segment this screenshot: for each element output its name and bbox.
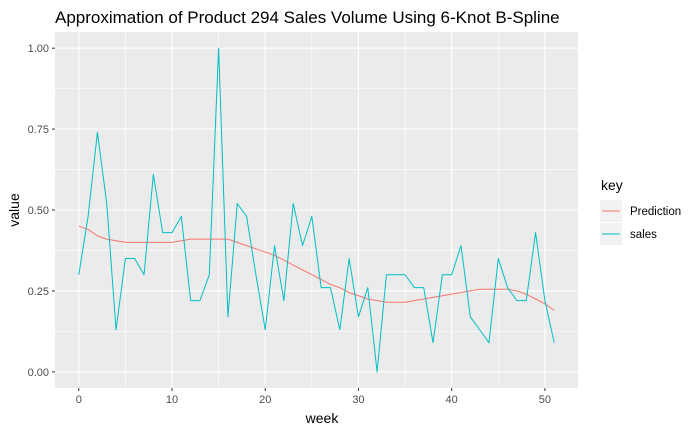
x-tick-label: 10 (166, 394, 178, 406)
legend-label: sales (630, 229, 657, 241)
legend-title: key (601, 177, 623, 193)
chart-title: Approximation of Product 294 Sales Volum… (55, 8, 560, 27)
x-tick-label: 40 (446, 394, 458, 406)
x-tick-label: 50 (539, 394, 551, 406)
y-axis-title: value (6, 193, 22, 227)
x-tick-label: 0 (76, 394, 82, 406)
y-axis: 0.00 0.25 0.50 0.75 1.00 (28, 43, 55, 379)
grid-major (55, 32, 578, 388)
series-line-sales (78, 47, 555, 373)
x-tick-label: 30 (352, 394, 364, 406)
y-tick-label: 0.75 (28, 124, 49, 136)
x-tick-label: 20 (259, 394, 271, 406)
y-tick-label: 0.00 (28, 367, 49, 379)
series-layer (78, 47, 555, 373)
y-tick-label: 0.25 (28, 286, 49, 298)
x-axis-title: week (305, 410, 340, 426)
x-axis: 0 10 20 30 40 50 (76, 388, 551, 406)
y-tick-label: 1.00 (28, 43, 49, 55)
legend-label: Prediction (630, 206, 681, 218)
y-tick-label: 0.50 (28, 205, 49, 217)
series-line-prediction (78, 225, 555, 311)
legend: key Prediction sales (600, 177, 681, 245)
